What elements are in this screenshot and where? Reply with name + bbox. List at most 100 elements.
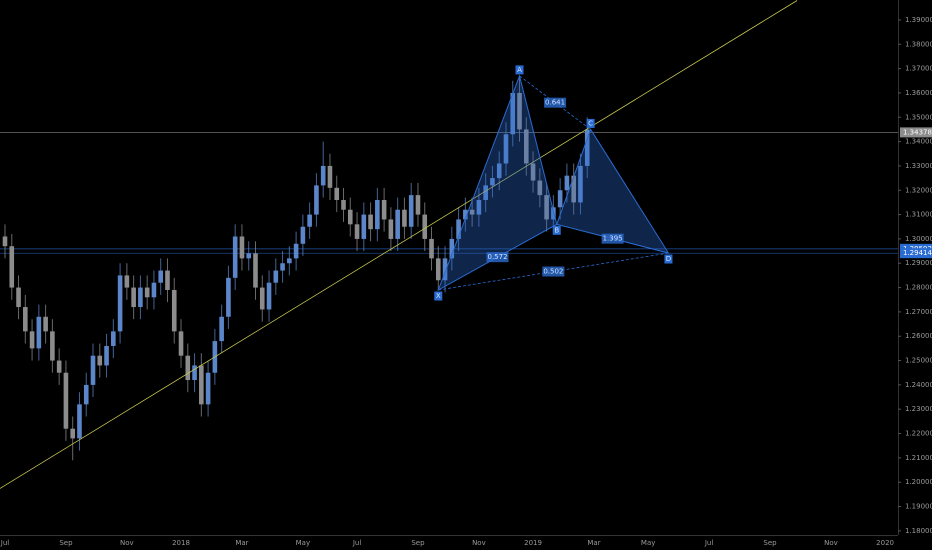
y-tick-label: 1.37000	[905, 65, 932, 73]
x-tick-label: May	[641, 539, 655, 547]
y-tick-label: 1.21000	[905, 454, 932, 462]
candle-body	[232, 236, 238, 278]
point-label: C	[588, 119, 593, 127]
candle-body	[144, 287, 150, 298]
point-box	[552, 225, 561, 235]
candle-body	[43, 316, 48, 332]
candle-body	[151, 282, 157, 298]
candle-body	[307, 214, 312, 227]
candle-body	[280, 263, 285, 271]
point-label: B	[554, 226, 559, 234]
y-tick-label: 1.18000	[905, 527, 932, 535]
candle-body	[253, 253, 258, 288]
candle-body	[29, 331, 35, 349]
candle-body	[138, 287, 143, 308]
candle-body	[97, 355, 103, 366]
point-label: D	[666, 255, 671, 263]
ratio-label: 0.572	[487, 253, 507, 261]
candle-body	[219, 316, 224, 342]
candle-body	[111, 331, 116, 346]
y-tick-label: 1.28000	[905, 284, 932, 292]
y-tick-label: 1.26000	[905, 332, 932, 340]
candle-body	[408, 195, 414, 227]
candle-body	[517, 92, 522, 130]
candle-body	[77, 404, 82, 439]
y-tick-label: 1.19000	[905, 503, 932, 511]
x-tick-label: Jul	[0, 539, 9, 547]
candle-body	[476, 199, 482, 215]
x-tick-label: 2020	[876, 539, 894, 547]
x-tick-label: May	[296, 539, 310, 547]
candle-body	[178, 331, 184, 356]
candle-body	[503, 134, 509, 164]
candle-body	[490, 178, 495, 186]
y-tick-label: 1.31000	[905, 211, 932, 219]
candle-body	[341, 199, 346, 210]
candle-body	[395, 209, 400, 239]
candle-body	[551, 207, 556, 220]
candle-body	[287, 258, 292, 264]
candle-body	[456, 219, 461, 239]
candle-body	[104, 345, 109, 366]
point-label: A	[517, 66, 522, 74]
candle-body	[361, 214, 367, 239]
candle-body	[246, 253, 252, 259]
price-label-box	[900, 248, 932, 259]
candle-body	[483, 185, 488, 200]
candle-body	[354, 224, 360, 239]
candle-body	[402, 209, 407, 227]
candle-body	[36, 316, 42, 349]
candle-body	[165, 270, 170, 291]
candle-body	[368, 214, 373, 230]
y-tick-label: 1.30000	[905, 235, 932, 243]
candle-body	[259, 287, 265, 310]
candle-body	[442, 258, 448, 281]
y-tick-label: 1.38000	[905, 40, 932, 48]
candle-body	[70, 428, 75, 439]
candle-body	[124, 275, 130, 288]
x-tick-label: Jul	[704, 539, 714, 547]
candle-body	[327, 165, 333, 188]
candle-body	[266, 282, 272, 310]
candle-body	[171, 290, 177, 332]
x-tick-label: Mar	[235, 539, 248, 547]
y-tick-label: 1.20000	[905, 478, 932, 486]
point-box	[434, 291, 443, 301]
candle-body	[131, 287, 136, 308]
candle-body	[381, 199, 387, 220]
price-label: 1.29414	[903, 249, 932, 257]
candle-body	[273, 270, 279, 283]
candle-body	[449, 238, 455, 259]
candle-body	[523, 129, 529, 164]
candle-body	[83, 384, 89, 405]
y-tick-label: 1.39000	[905, 16, 932, 24]
candle-body	[463, 209, 468, 220]
candle-body	[347, 209, 353, 225]
ratio-label: 0.502	[543, 268, 563, 276]
candle-body	[56, 360, 62, 373]
price-label-box	[900, 127, 932, 138]
candle-body	[16, 287, 21, 308]
candle-body	[422, 214, 428, 239]
y-tick-label: 1.22000	[905, 430, 932, 438]
candle-body	[300, 226, 306, 244]
candle-body	[557, 190, 563, 208]
candle-body	[334, 187, 340, 200]
y-tick-label: 1.27000	[905, 308, 932, 316]
x-tick-label: Nov	[472, 539, 486, 547]
candle-body	[388, 219, 394, 239]
candle-body	[239, 236, 245, 259]
candle-body	[2, 236, 8, 247]
x-tick-label: Jul	[352, 539, 362, 547]
candle-body	[429, 238, 434, 259]
ratio-box	[544, 97, 567, 108]
candle-body	[469, 209, 475, 215]
ratio-label: 0.641	[545, 99, 565, 107]
ratio-box	[542, 266, 565, 277]
x-tick-label: Nov	[120, 539, 134, 547]
candle-body	[510, 92, 516, 135]
candle-body	[226, 277, 231, 317]
candle-body	[314, 185, 319, 215]
